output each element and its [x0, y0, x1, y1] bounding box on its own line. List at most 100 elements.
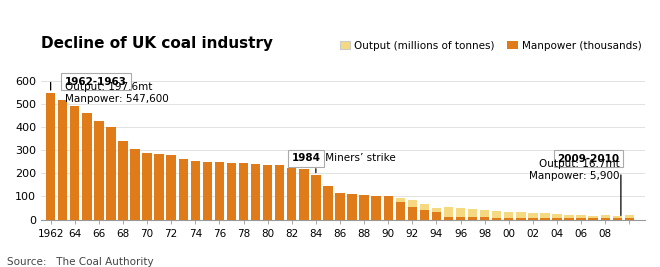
Bar [323, 186, 333, 220]
Bar [94, 179, 104, 220]
Bar [191, 194, 200, 220]
Bar [612, 216, 622, 220]
Text: Source:   The Coal Authority: Source: The Coal Authority [7, 257, 153, 267]
Bar [444, 207, 453, 220]
Bar [214, 191, 224, 220]
Bar [347, 194, 357, 220]
Text: 1962-1963: 1962-1963 [65, 77, 127, 87]
Text: 1984: 1984 [292, 153, 321, 163]
Bar [335, 193, 345, 220]
Bar [82, 177, 92, 220]
Text: Decline of UK coal industry: Decline of UK coal industry [41, 36, 273, 51]
Text: Output: 197.6mt
Manpower: 547,600: Output: 197.6mt Manpower: 547,600 [65, 82, 169, 104]
Bar [383, 198, 393, 220]
Bar [203, 190, 212, 220]
Bar [516, 218, 525, 220]
Bar [251, 192, 260, 220]
Bar [203, 162, 212, 220]
Bar [275, 191, 284, 220]
Bar [130, 149, 140, 220]
Bar [179, 159, 188, 220]
Bar [576, 215, 586, 220]
Bar [46, 174, 55, 220]
Bar [118, 141, 127, 220]
Bar [552, 218, 562, 220]
Bar [372, 197, 381, 220]
Bar [154, 186, 164, 220]
Bar [601, 215, 610, 220]
Bar [612, 218, 622, 220]
Bar [179, 189, 188, 220]
Bar [143, 186, 152, 220]
Bar [239, 163, 248, 220]
Bar [166, 192, 176, 220]
Bar [516, 212, 525, 220]
Bar [118, 182, 127, 220]
Bar [492, 211, 502, 220]
Bar [299, 192, 308, 220]
Bar [287, 191, 296, 220]
Bar [552, 214, 562, 220]
Bar [239, 191, 248, 220]
Bar [395, 198, 405, 220]
Bar [94, 121, 104, 220]
Bar [601, 218, 610, 220]
Text: Output: 16.7mt
Manpower: 5,900: Output: 16.7mt Manpower: 5,900 [529, 159, 620, 180]
Bar [456, 217, 465, 220]
Bar [263, 164, 273, 220]
Bar [383, 197, 393, 220]
Bar [456, 208, 465, 220]
Bar [287, 168, 296, 220]
Bar [492, 218, 502, 220]
Bar [275, 165, 284, 220]
Bar [166, 155, 176, 220]
Bar [564, 215, 574, 220]
Bar [299, 169, 308, 220]
Bar [106, 181, 116, 220]
Bar [480, 217, 489, 220]
Bar [214, 162, 224, 220]
Bar [589, 216, 598, 220]
Bar [70, 106, 79, 220]
Bar [143, 152, 152, 220]
Bar [564, 218, 574, 220]
Legend: Output (millions of tonnes), Manpower (thousands): Output (millions of tonnes), Manpower (t… [335, 37, 646, 55]
Bar [106, 127, 116, 220]
Bar [408, 200, 417, 220]
Bar [227, 191, 236, 220]
Bar [58, 174, 67, 220]
Bar [130, 184, 140, 220]
Bar [528, 218, 538, 220]
Bar [251, 164, 260, 220]
Bar [504, 213, 513, 220]
Bar [468, 209, 477, 220]
Bar [541, 218, 550, 220]
Bar [311, 208, 321, 220]
Bar [432, 212, 441, 220]
Bar [420, 204, 429, 220]
Bar [82, 113, 92, 220]
Bar [528, 213, 538, 220]
Bar [191, 161, 200, 220]
Bar [444, 217, 453, 220]
Bar [154, 154, 164, 220]
Bar [432, 208, 441, 220]
Bar [468, 217, 477, 220]
Bar [504, 218, 513, 220]
Bar [624, 215, 634, 220]
Bar [335, 195, 345, 220]
Bar [420, 210, 429, 220]
Bar [372, 196, 381, 220]
Bar [323, 199, 333, 220]
Bar [227, 163, 236, 220]
Bar [541, 213, 550, 220]
Bar [360, 195, 369, 220]
Bar [347, 195, 357, 220]
Text: Miners’ strike: Miners’ strike [322, 153, 395, 163]
Bar [624, 218, 634, 220]
Bar [58, 100, 67, 220]
Bar [46, 93, 55, 220]
Bar [395, 202, 405, 220]
Bar [408, 207, 417, 220]
Bar [589, 218, 598, 220]
